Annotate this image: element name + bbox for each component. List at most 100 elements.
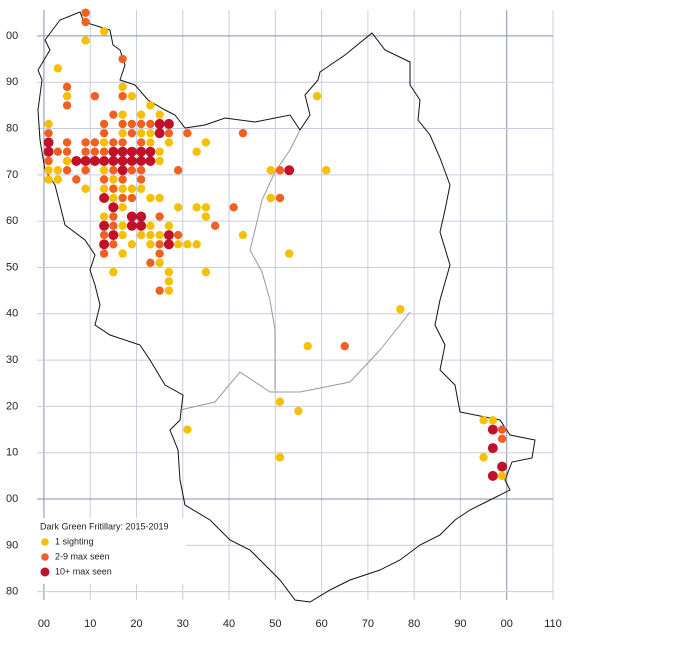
y-tick-label: 50 bbox=[6, 261, 18, 273]
legend: Dark Green Fritillary: 2015-2019 1 sight… bbox=[36, 518, 186, 584]
x-tick-label: 70 bbox=[362, 618, 374, 630]
y-tick-label: 90 bbox=[6, 539, 18, 551]
dot bbox=[109, 240, 118, 249]
dot bbox=[155, 212, 164, 221]
dot bbox=[118, 119, 127, 129]
dot bbox=[44, 156, 53, 166]
dot bbox=[136, 119, 146, 129]
y-tick-label: 80 bbox=[6, 122, 18, 134]
dot bbox=[81, 166, 90, 175]
dot bbox=[43, 146, 54, 157]
legend-label: 2-9 max seen bbox=[55, 551, 110, 561]
dot bbox=[126, 146, 137, 157]
dot bbox=[90, 147, 100, 156]
dot bbox=[146, 258, 155, 268]
dot bbox=[155, 193, 164, 203]
x-tick-label: 10 bbox=[84, 618, 96, 630]
y-tick-label: 40 bbox=[6, 308, 18, 320]
dot bbox=[163, 230, 174, 241]
y-tick-label: 70 bbox=[6, 169, 18, 181]
dot bbox=[266, 166, 275, 175]
dot bbox=[109, 166, 118, 175]
dot bbox=[81, 138, 90, 147]
dot bbox=[80, 155, 91, 166]
x-tick-label: 00 bbox=[38, 618, 50, 630]
dot bbox=[173, 166, 183, 175]
dot bbox=[497, 471, 507, 481]
dot bbox=[108, 155, 119, 166]
dot bbox=[136, 184, 146, 193]
dot bbox=[164, 221, 174, 231]
dot bbox=[127, 184, 137, 193]
dot bbox=[155, 249, 164, 258]
dot bbox=[99, 239, 110, 250]
dot bbox=[71, 155, 82, 166]
dot bbox=[183, 128, 192, 138]
dot bbox=[155, 240, 164, 249]
dot bbox=[275, 193, 285, 203]
dot bbox=[275, 397, 285, 406]
x-tick-label: 50 bbox=[269, 618, 281, 630]
dot bbox=[487, 470, 498, 481]
dot bbox=[109, 184, 118, 193]
dot bbox=[126, 155, 137, 166]
dot bbox=[192, 203, 201, 212]
dot bbox=[127, 240, 137, 249]
dot bbox=[154, 128, 165, 139]
dots bbox=[43, 8, 508, 481]
dot bbox=[201, 212, 211, 221]
dot bbox=[126, 211, 137, 222]
dot bbox=[62, 101, 72, 110]
dot bbox=[136, 175, 146, 184]
grid bbox=[37, 10, 554, 600]
dot bbox=[229, 203, 238, 212]
dot bbox=[210, 221, 220, 231]
dot bbox=[81, 17, 90, 27]
district-boundary bbox=[249, 129, 301, 390]
dot bbox=[146, 193, 155, 203]
dot bbox=[155, 147, 164, 156]
dot bbox=[118, 203, 127, 212]
legend-swatch bbox=[40, 567, 50, 577]
y-tick-label: 20 bbox=[6, 400, 18, 412]
dot bbox=[294, 406, 303, 416]
dot bbox=[43, 137, 54, 148]
dot bbox=[155, 286, 164, 295]
dot bbox=[136, 155, 147, 166]
dot bbox=[99, 155, 110, 166]
dot bbox=[53, 147, 63, 156]
dot bbox=[163, 118, 174, 129]
dot bbox=[155, 110, 164, 119]
dot bbox=[99, 175, 109, 184]
dot bbox=[192, 147, 201, 156]
county-boundary bbox=[37, 11, 536, 603]
dot bbox=[108, 146, 119, 157]
legend-swatch bbox=[41, 553, 49, 561]
dot bbox=[136, 211, 147, 222]
dot bbox=[164, 138, 174, 147]
y-tick-label: 80 bbox=[6, 586, 18, 598]
dot bbox=[145, 155, 156, 166]
dot bbox=[118, 54, 127, 64]
dot bbox=[117, 146, 128, 157]
dot bbox=[155, 156, 164, 166]
dot bbox=[275, 166, 285, 175]
y-tick-label: 30 bbox=[6, 354, 18, 366]
dot bbox=[312, 91, 322, 101]
district-boundary bbox=[179, 311, 411, 411]
dot bbox=[164, 267, 174, 277]
dot bbox=[497, 434, 507, 444]
dot bbox=[127, 119, 137, 129]
dot bbox=[108, 230, 119, 241]
dot bbox=[136, 166, 146, 175]
y-tick-label: 90 bbox=[6, 76, 18, 88]
dot bbox=[44, 166, 53, 175]
dot bbox=[145, 146, 156, 157]
dot bbox=[118, 110, 127, 119]
dot bbox=[126, 220, 137, 231]
dot bbox=[396, 304, 405, 314]
dot bbox=[146, 101, 155, 110]
dot bbox=[497, 425, 507, 434]
dot bbox=[479, 453, 488, 462]
